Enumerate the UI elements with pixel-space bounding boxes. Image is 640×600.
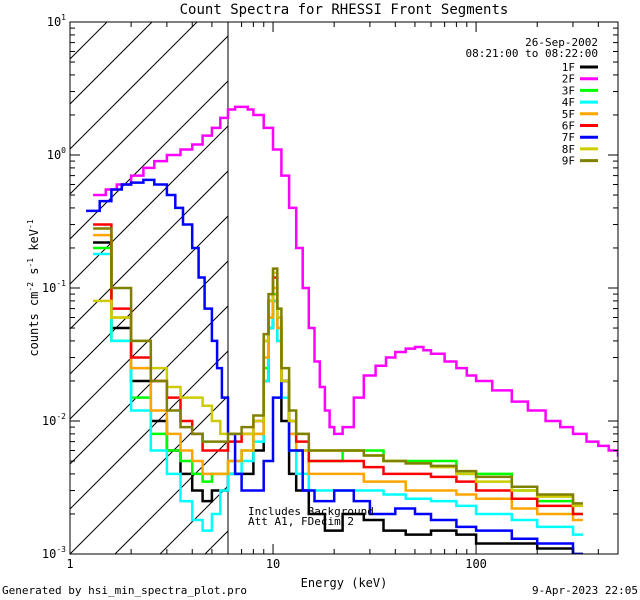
hatch-line xyxy=(565,14,640,554)
hatch-line xyxy=(70,35,228,195)
hatch-line xyxy=(520,14,640,554)
legend-label-3F: 3F xyxy=(562,84,575,97)
axis-ticks: 1 10 100 10-3 10-2 10-1 100 101 xyxy=(42,13,619,571)
time-range-label: 08:21:00 to 08:22:00 xyxy=(466,47,598,60)
hatch-line xyxy=(114,440,228,554)
legend-label-7F: 7F xyxy=(562,131,575,144)
hatch-line xyxy=(70,22,198,150)
y-tick-label: 100 xyxy=(47,146,66,162)
x-tick-label: 100 xyxy=(465,557,487,571)
legend-label-4F: 4F xyxy=(562,96,575,109)
hatch-line xyxy=(70,80,228,240)
y-axis-label: counts cm-2 s-1 keV-1 xyxy=(26,219,41,356)
series-line-7F xyxy=(86,178,583,554)
legend-label-6F: 6F xyxy=(562,120,575,133)
hatch-line xyxy=(70,22,153,105)
footer-generated-by: Generated by hsi_min_spectra_plot.pro xyxy=(2,584,247,597)
y-tick-label: 10-1 xyxy=(42,279,66,295)
legend-label-9F: 9F xyxy=(562,155,575,168)
series-line-5F xyxy=(93,233,583,522)
y-tick-label: 101 xyxy=(47,13,66,29)
legend-label-5F: 5F xyxy=(562,108,575,121)
series-line-2F xyxy=(93,105,618,457)
legend-label-2F: 2F xyxy=(562,73,575,86)
y-tick-label: 10-3 xyxy=(42,545,66,561)
y-tick-label: 10-2 xyxy=(42,412,66,428)
annotation-attenuator: Att A1, FDecim 2 xyxy=(248,515,354,528)
annotation-background: Includes Background xyxy=(248,505,374,518)
chart-title: Count Spectra for RHESSI Front Segments xyxy=(180,2,509,18)
x-tick-label: 1 xyxy=(66,557,73,571)
hatch-line xyxy=(70,395,228,554)
series-line-9F xyxy=(93,227,583,505)
date-label: 26-Sep-2002 xyxy=(525,36,598,49)
series-lines xyxy=(86,105,618,554)
hatch-line xyxy=(70,215,228,375)
x-tick-label: 10 xyxy=(266,557,280,571)
legend-label-8F: 8F xyxy=(562,143,575,156)
hatch-line xyxy=(70,350,228,510)
hatch-line xyxy=(70,305,228,465)
hatch-line xyxy=(610,14,640,554)
x-axis-label: Energy (keV) xyxy=(301,576,388,590)
footer-timestamp: 9-Apr-2023 22:05 xyxy=(532,584,638,597)
legend-label-1F: 1F xyxy=(562,61,575,74)
hatch-line xyxy=(70,170,228,330)
